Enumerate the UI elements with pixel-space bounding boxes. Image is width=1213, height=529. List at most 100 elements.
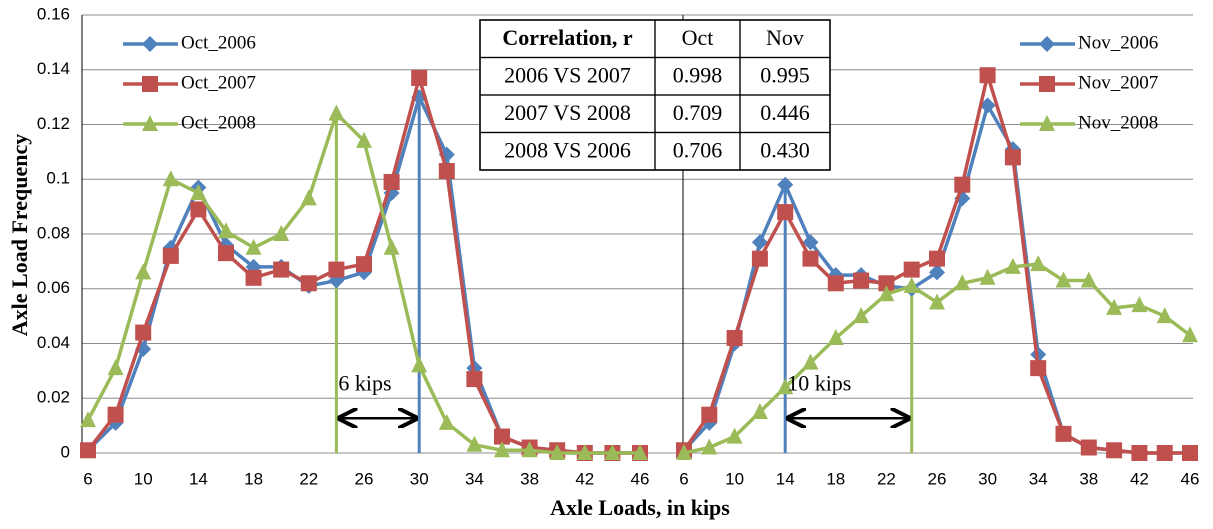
marker (604, 444, 621, 460)
marker (466, 435, 483, 452)
marker (929, 264, 945, 281)
y-tick-label: 0.02 (37, 388, 70, 407)
marker (751, 234, 768, 251)
table-text: 2008 VS 2006 (504, 137, 631, 162)
y-tick-label: 0.1 (46, 169, 70, 188)
marker (1131, 296, 1148, 313)
y-tick-label: 0.16 (37, 4, 70, 23)
marker (142, 115, 158, 131)
marker (218, 245, 234, 262)
marker (438, 413, 455, 430)
marker (954, 274, 971, 291)
marker (142, 76, 158, 92)
x-tick-label: 18 (826, 469, 845, 488)
marker (903, 261, 920, 278)
marker (356, 131, 372, 148)
marker (701, 406, 718, 423)
legend-label: Oct_2008 (181, 112, 256, 133)
marker (726, 427, 743, 444)
y-tick-label: 0.06 (37, 278, 70, 297)
x-tick-label: 6 (83, 469, 92, 488)
marker (802, 353, 819, 370)
marker (142, 36, 158, 52)
table-text: 0.709 (673, 100, 723, 125)
legend-label: Oct_2007 (181, 72, 256, 93)
table-text: 0.998 (673, 62, 723, 87)
y-tick-label: 0.04 (37, 333, 70, 352)
arrow-label: 6 kips (338, 370, 391, 395)
table-text: 2007 VS 2008 (504, 100, 631, 125)
marker (726, 330, 743, 347)
marker (979, 97, 996, 114)
marker (676, 444, 692, 460)
marker (1039, 115, 1055, 131)
table-text: 0.706 (673, 137, 723, 162)
marker (878, 285, 895, 302)
table-header: Oct (682, 25, 714, 50)
marker (494, 428, 510, 445)
y-tick-label: 0.12 (37, 114, 70, 133)
marker (1080, 439, 1097, 456)
marker (466, 371, 483, 388)
marker (827, 329, 844, 346)
x-tick-label: 38 (520, 469, 539, 488)
x-tick-label: 6 (679, 469, 688, 488)
marker (300, 275, 317, 292)
marker (411, 69, 428, 86)
marker (751, 250, 768, 267)
marker (802, 234, 819, 251)
marker (80, 442, 96, 459)
marker (1055, 271, 1072, 288)
x-tick-label: 22 (299, 469, 318, 488)
marker (135, 263, 152, 280)
marker (751, 402, 768, 419)
marker (979, 67, 996, 84)
x-tick-label: 10 (725, 469, 744, 488)
marker (777, 378, 794, 395)
marker (1030, 360, 1047, 377)
x-tick-label: 14 (776, 469, 795, 488)
legend-label: Oct_2006 (181, 32, 256, 53)
marker (190, 183, 207, 200)
marker (1106, 298, 1123, 315)
marker (802, 250, 819, 267)
marker (1156, 307, 1173, 324)
marker (162, 247, 179, 264)
x-tick-label: 18 (244, 469, 263, 488)
marker (1030, 255, 1047, 272)
marker (1106, 442, 1123, 459)
marker (853, 272, 870, 289)
marker (273, 261, 290, 278)
x-tick-label: 42 (1130, 469, 1149, 488)
marker (273, 225, 290, 241)
marker (1182, 326, 1198, 343)
marker (929, 250, 945, 267)
y-tick-label: 0.14 (37, 59, 70, 78)
x-tick-label: 38 (1079, 469, 1098, 488)
marker (903, 277, 920, 294)
x-tick-label: 14 (189, 469, 208, 488)
table-text: 0.446 (760, 100, 810, 125)
marker (777, 176, 794, 193)
y-tick-label: 0 (61, 442, 70, 461)
table-cell (739, 131, 831, 171)
marker (576, 444, 593, 460)
marker (383, 238, 400, 255)
marker (218, 222, 234, 239)
legend-label: Nov_2007 (1078, 72, 1158, 93)
marker (328, 104, 345, 121)
marker (979, 268, 996, 285)
arrow-label: 10 kips (787, 370, 851, 395)
x-tick-label: 26 (355, 469, 374, 488)
x-tick-label: 46 (1181, 469, 1200, 488)
table-text: 0.995 (760, 62, 810, 87)
marker (411, 356, 428, 373)
marker (328, 261, 345, 278)
marker (1182, 445, 1198, 461)
marker (80, 411, 96, 428)
marker (878, 275, 895, 292)
x-tick-label: 34 (1029, 469, 1048, 488)
x-tick-label: 46 (631, 469, 650, 488)
series-line (683, 262, 1192, 455)
